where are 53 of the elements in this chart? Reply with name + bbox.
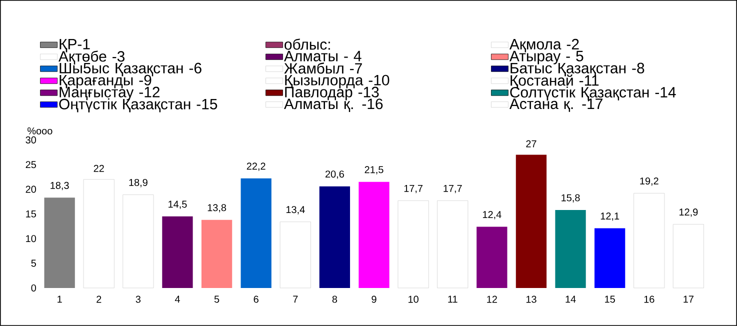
x-tick-label: 4 — [174, 296, 180, 303]
y-tick-label: 20 — [26, 186, 36, 193]
x-tick-label: 6 — [254, 296, 258, 303]
legend-label: Жамбыл -7 — [284, 62, 362, 74]
x-tick-label: 15 — [605, 296, 615, 303]
x-tick-label: 7 — [293, 296, 298, 303]
x-tick-label: 14 — [566, 296, 576, 303]
data-label: 12,9 — [680, 208, 698, 217]
data-label: 18,9 — [129, 179, 148, 188]
data-label: 22 — [94, 164, 104, 172]
x-tick-label: 10 — [408, 296, 418, 303]
legend-label: Маңғыстау -12 — [60, 86, 160, 100]
data-label: 22,2 — [246, 162, 266, 171]
legend-label: Астана қ. -17 — [509, 98, 602, 112]
data-label: 13,8 — [208, 204, 226, 212]
legend-label: Алматы - 4 — [284, 50, 362, 62]
data-label: 27 — [526, 140, 536, 148]
x-tick-label: 16 — [644, 296, 654, 303]
data-label: 12,1 — [600, 212, 620, 221]
data-label: 13,4 — [286, 206, 305, 214]
data-label: 15,8 — [562, 194, 580, 203]
y-tick-label: 25 — [26, 161, 36, 168]
x-tick-label: 1 — [58, 296, 62, 303]
x-tick-label: 11 — [448, 296, 458, 303]
data-label: 20,6 — [326, 170, 344, 179]
x-tick-label: 12 — [487, 296, 497, 303]
legend-label: облыс: — [284, 38, 330, 50]
legend-label: ҚР-1 — [60, 39, 90, 52]
legend-label: Оңтүстік Қазақстан -15 — [59, 98, 218, 112]
y-tick-label: 0 — [31, 284, 36, 292]
x-tick-label: 5 — [214, 296, 220, 303]
data-label: 17,7 — [444, 185, 462, 194]
data-label: 21,5 — [364, 166, 384, 174]
legend-label: Алматы қ. -16 — [284, 98, 383, 112]
x-tick-label: 9 — [372, 296, 376, 303]
data-label: 19,2 — [640, 178, 658, 186]
legend-label: Атырау - 5 — [509, 50, 584, 64]
x-tick-label: 8 — [332, 296, 338, 303]
y-axis-title: %ooo — [28, 127, 52, 134]
data-label: 18,3 — [50, 182, 69, 190]
x-tick-label: 17 — [684, 296, 694, 303]
x-tick-label: 2 — [96, 296, 102, 303]
x-tick-label: 13 — [526, 296, 536, 303]
y-tick-label: 5 — [31, 260, 36, 267]
data-label: 14,5 — [168, 200, 187, 209]
y-tick-label: 10 — [26, 235, 36, 242]
data-label: 17,7 — [404, 185, 423, 194]
y-tick-label: 30 — [26, 136, 36, 144]
x-tick-label: 3 — [136, 296, 141, 303]
y-tick-label: 15 — [26, 210, 36, 218]
data-label: 12,4 — [482, 211, 502, 220]
legend-label: Шы5ыс Қазақстан -6 — [60, 62, 202, 76]
legend-label: Солтүстік Қазақстан -14 — [510, 86, 676, 101]
